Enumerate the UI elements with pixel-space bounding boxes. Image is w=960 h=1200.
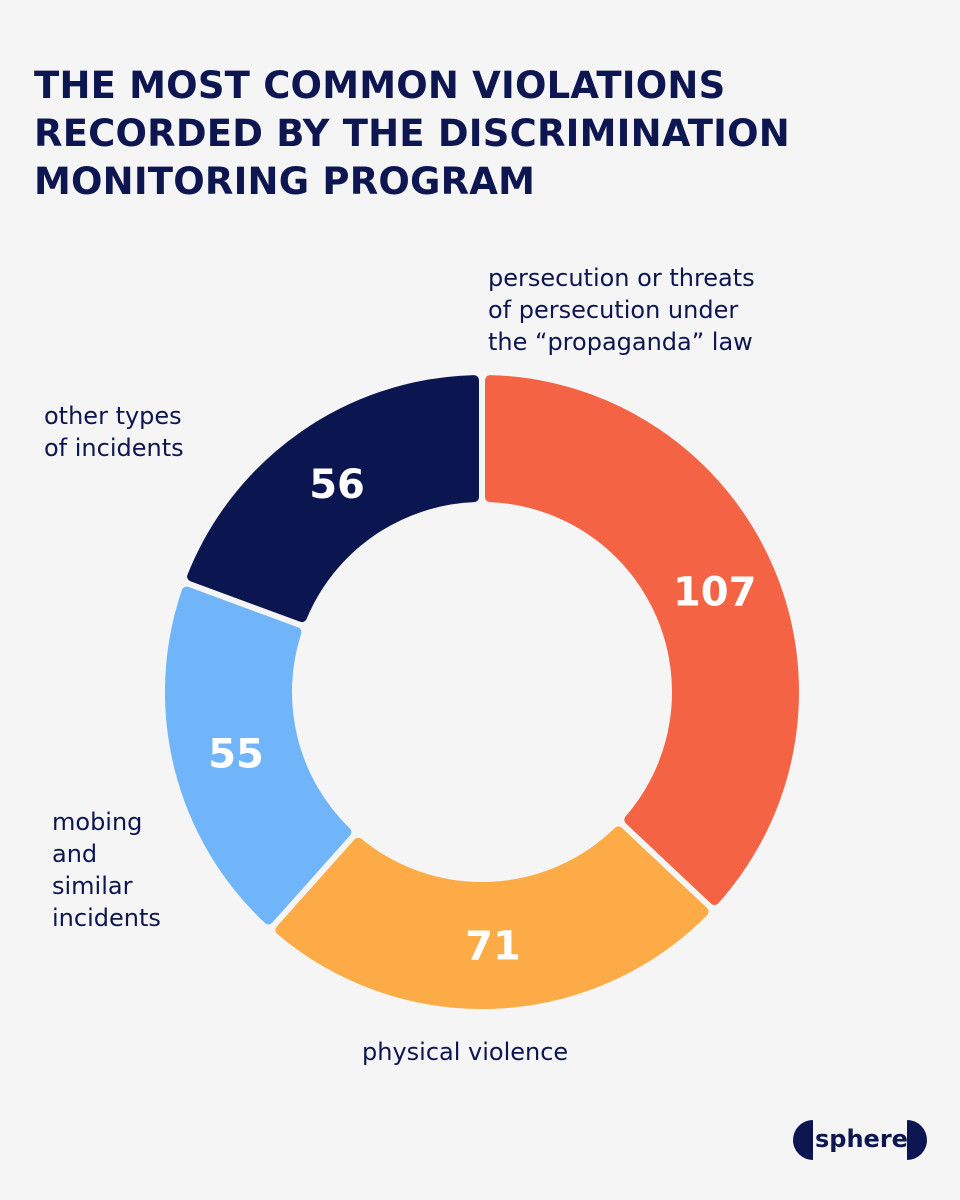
page-title: THE MOST COMMON VIOLATIONS RECORDED BY T… bbox=[34, 62, 934, 206]
label-persecution-line-2: of persecution under bbox=[488, 296, 739, 324]
logo-left-cap-icon bbox=[793, 1120, 813, 1160]
value-label-persecution: 107 bbox=[673, 570, 757, 616]
logo-text: sphere bbox=[815, 1125, 908, 1153]
title-line-1: THE MOST COMMON VIOLATIONS bbox=[34, 64, 726, 107]
slice-persecution bbox=[485, 375, 799, 906]
label-mobing-line-2: and bbox=[52, 840, 98, 868]
label-persecution: persecution or threats of persecution un… bbox=[488, 262, 755, 358]
label-mobing: mobing and similar incidents bbox=[52, 806, 161, 934]
label-mobing-line-1: mobing bbox=[52, 808, 143, 836]
sphere-logo: sphere bbox=[793, 1120, 927, 1160]
label-other-types-line-1: other types bbox=[44, 402, 182, 430]
slice-other-types bbox=[187, 375, 479, 623]
slice-mobing bbox=[165, 586, 352, 925]
label-persecution-line-1: persecution or threats bbox=[488, 264, 755, 292]
label-mobing-line-3: similar bbox=[52, 872, 133, 900]
donut-slices bbox=[165, 375, 799, 1009]
value-label-other-types: 56 bbox=[309, 462, 365, 508]
label-physical-violence-line-1: physical violence bbox=[362, 1038, 569, 1066]
value-label-physical-violence: 71 bbox=[465, 923, 521, 969]
donut-value-labels: 107 71 55 56 bbox=[208, 462, 756, 969]
label-persecution-line-3: the “propaganda” law bbox=[488, 328, 753, 356]
label-other-types-line-2: of incidents bbox=[44, 434, 184, 462]
label-other-types: other types of incidents bbox=[44, 400, 184, 464]
label-mobing-line-4: incidents bbox=[52, 904, 161, 932]
value-label-mobing: 55 bbox=[208, 731, 264, 777]
label-physical-violence: physical violence bbox=[362, 1036, 568, 1068]
title-line-3: MONITORING PROGRAM bbox=[34, 160, 536, 203]
title-line-2: RECORDED BY THE DISCRIMINATION bbox=[34, 112, 790, 155]
logo-right-cap-icon bbox=[907, 1120, 927, 1160]
slice-physical-violence bbox=[275, 826, 709, 1009]
